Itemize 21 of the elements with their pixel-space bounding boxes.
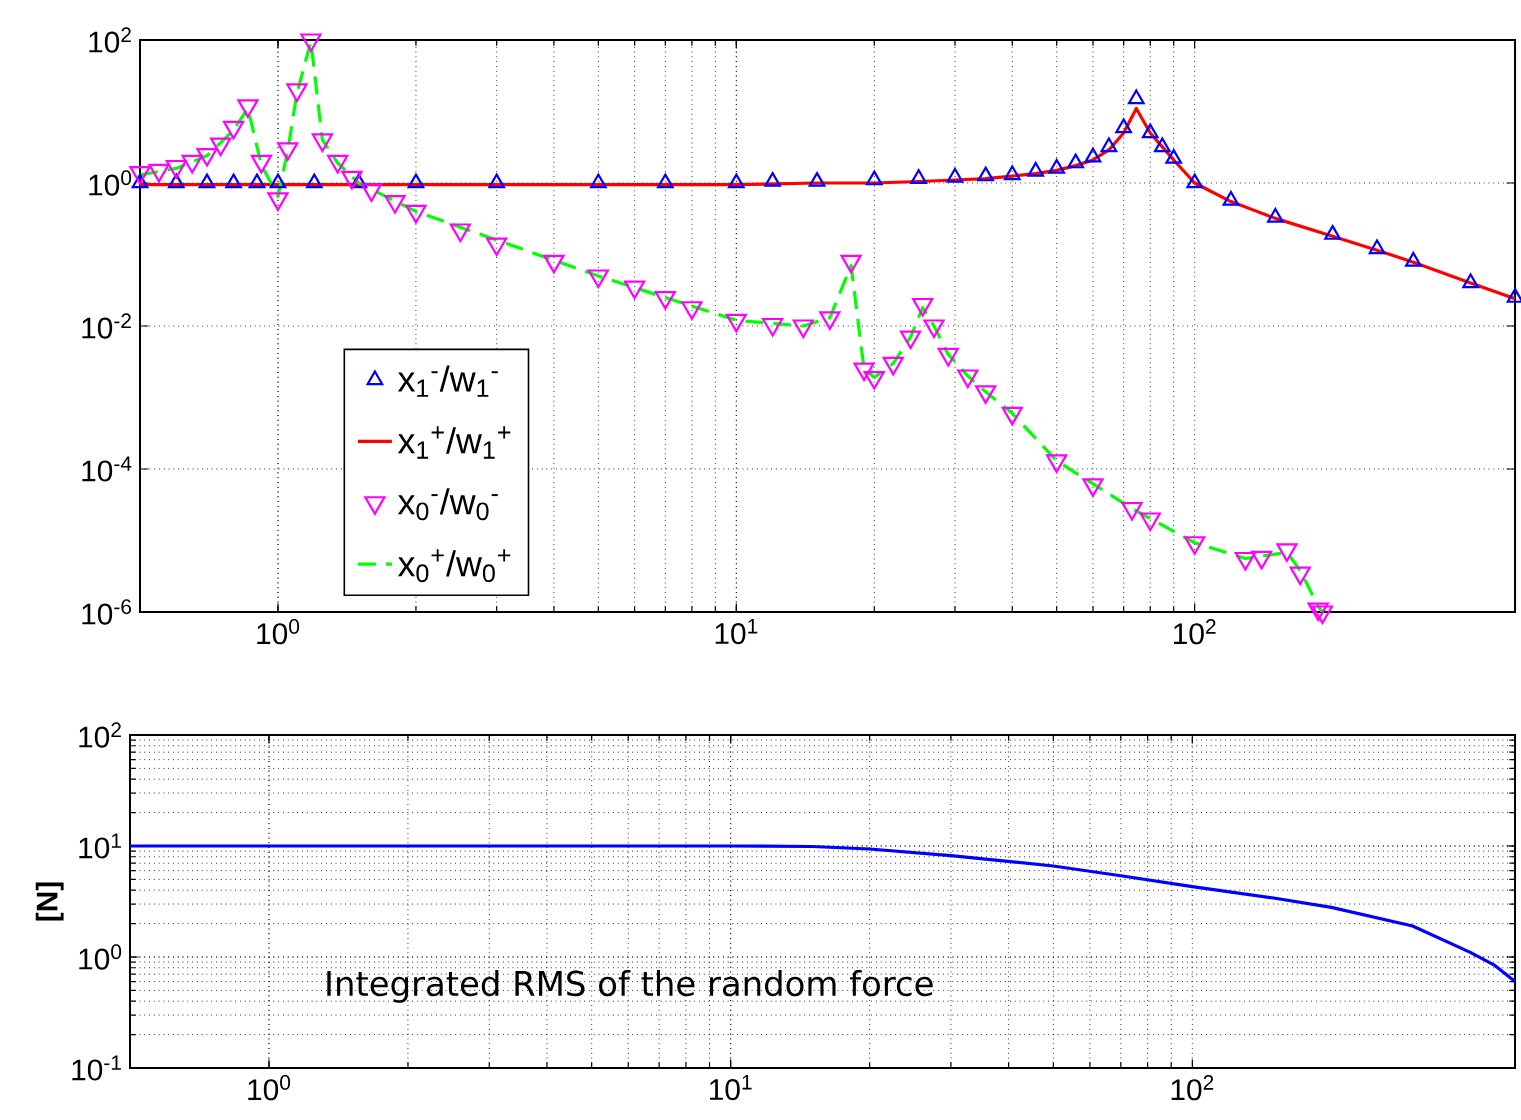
y-axis-title: [N] bbox=[35, 882, 64, 921]
legend-label: x$_{0}$$^{-}$/w$_{0}$- bbox=[397, 488, 498, 521]
x-tick-label: 10$^{1}$ bbox=[715, 619, 758, 645]
x-tick-label: 10$^{0}$ bbox=[248, 1075, 291, 1101]
annotation: Integrated RMS of the random force bbox=[327, 970, 933, 1003]
y-tick-label: 10$^{1}$ bbox=[79, 833, 121, 859]
y-tick-label: 10$^{0}$ bbox=[79, 944, 122, 970]
y-tick-label: 10$^{2}$ bbox=[89, 27, 131, 53]
legend-label: x$_{0}$$^{+}$/w$_{0}$+ bbox=[397, 549, 511, 583]
legend-label: x$_{1}$$^{+}$/w$_{1}$+ bbox=[397, 426, 511, 459]
x-tick-label: 10$^{2}$ bbox=[1174, 619, 1216, 645]
x-tick-label: 10$^{2}$ bbox=[1171, 1075, 1214, 1101]
y-tick-label: 10$^{-4}$ bbox=[82, 456, 132, 482]
y-tick-label: 10$^{0}$ bbox=[89, 170, 132, 196]
y-tick-label: 10$^{-1}$ bbox=[72, 1055, 121, 1081]
x-tick-label: 10$^{1}$ bbox=[710, 1075, 752, 1101]
y-tick-label: 10$^{-6}$ bbox=[82, 599, 132, 625]
y-tick-label: 10$^{-2}$ bbox=[82, 313, 131, 339]
y-tick-label: 10$^{2}$ bbox=[79, 722, 121, 748]
legend-label: x$_{1}$$^{-}$/w$_{1}$- bbox=[397, 365, 498, 397]
x-tick-label: 10$^{0}$ bbox=[257, 619, 300, 645]
